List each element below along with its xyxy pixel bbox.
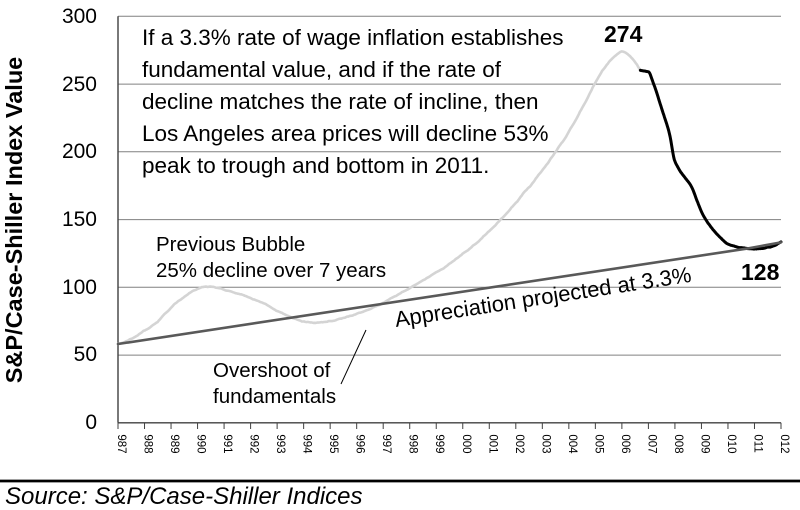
svg-text:Previous Bubble: Previous Bubble xyxy=(156,233,305,256)
svg-text:If a 3.3% rate of wage inflati: If a 3.3% rate of wage inflation establi… xyxy=(142,25,564,50)
svg-text:1999: 1999 xyxy=(433,428,445,454)
svg-text:2000: 2000 xyxy=(460,428,472,454)
svg-text:274: 274 xyxy=(604,21,643,47)
svg-text:1996: 1996 xyxy=(354,428,366,454)
svg-text:2012: 2012 xyxy=(778,428,790,454)
svg-text:250: 250 xyxy=(62,73,97,96)
svg-text:1993: 1993 xyxy=(274,428,286,454)
svg-text:1991: 1991 xyxy=(221,428,233,454)
svg-text:150: 150 xyxy=(62,208,97,231)
svg-text:1987: 1987 xyxy=(115,428,127,454)
svg-text:Overshoot of: Overshoot of xyxy=(213,359,331,382)
svg-text:2005: 2005 xyxy=(592,428,604,454)
svg-text:1994: 1994 xyxy=(301,428,313,454)
svg-text:Source: S&P/Case-Shiller Indic: Source: S&P/Case-Shiller Indices xyxy=(5,483,363,510)
svg-text:2011: 2011 xyxy=(751,428,763,453)
svg-text:2003: 2003 xyxy=(539,428,551,454)
svg-text:peak to trough and bottom in 2: peak to trough and bottom in 2011. xyxy=(142,153,489,178)
svg-text:2010: 2010 xyxy=(725,428,737,454)
svg-text:2004: 2004 xyxy=(566,428,578,454)
svg-text:fundamentals: fundamentals xyxy=(213,385,336,408)
svg-text:2008: 2008 xyxy=(672,428,684,454)
svg-text:0: 0 xyxy=(85,411,97,434)
svg-text:decline matches the rate of in: decline matches the rate of incline, the… xyxy=(142,89,539,114)
svg-text:1995: 1995 xyxy=(327,428,339,454)
svg-text:2009: 2009 xyxy=(698,428,710,454)
svg-text:1989: 1989 xyxy=(168,428,180,454)
svg-text:1997: 1997 xyxy=(380,428,392,454)
svg-text:1990: 1990 xyxy=(195,428,207,454)
svg-text:25% decline over 7 years: 25% decline over 7 years xyxy=(156,259,386,282)
svg-text:2006: 2006 xyxy=(619,428,631,454)
svg-text:2007: 2007 xyxy=(645,428,657,454)
svg-text:1998: 1998 xyxy=(407,428,419,454)
svg-text:fundamental value, and if the: fundamental value, and if the rate of xyxy=(142,57,502,82)
svg-text:50: 50 xyxy=(74,343,97,366)
svg-text:200: 200 xyxy=(62,140,97,163)
svg-text:S&P/Case-Shiller Index Value: S&P/Case-Shiller Index Value xyxy=(1,57,27,384)
svg-text:Los Angeles area prices will d: Los Angeles area prices will decline 53% xyxy=(142,121,548,146)
svg-text:300: 300 xyxy=(62,5,97,28)
svg-text:1992: 1992 xyxy=(248,428,260,454)
svg-text:100: 100 xyxy=(62,276,97,299)
svg-text:2002: 2002 xyxy=(513,428,525,454)
svg-text:128: 128 xyxy=(741,259,780,285)
svg-text:2001: 2001 xyxy=(486,428,498,454)
svg-text:1988: 1988 xyxy=(142,428,154,454)
